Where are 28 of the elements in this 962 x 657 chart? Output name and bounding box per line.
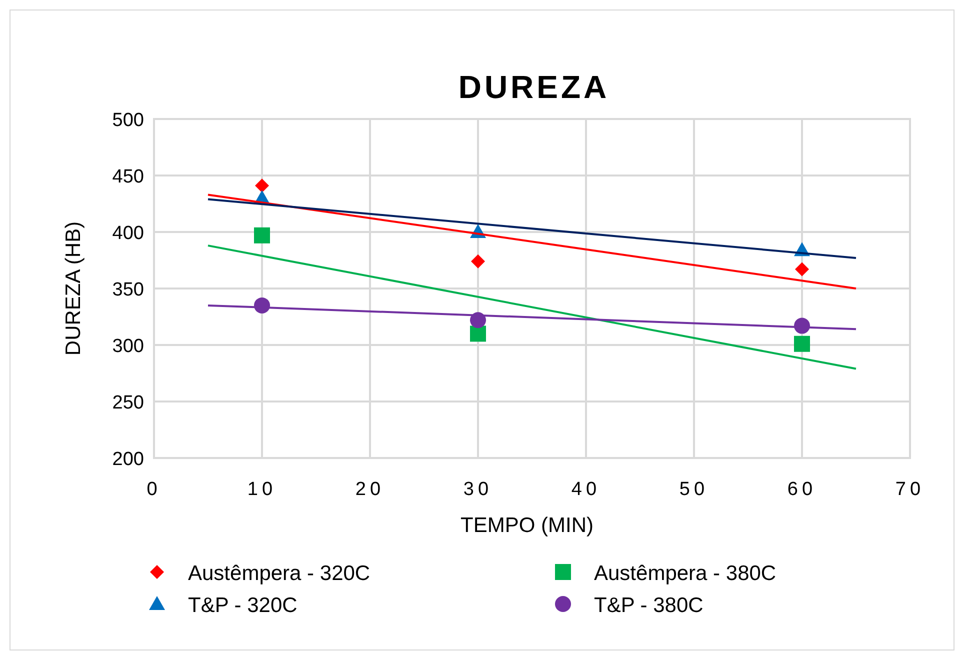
point [471, 254, 485, 268]
y-tick-label: 200 [112, 449, 144, 470]
point [794, 336, 810, 352]
legend-label: Austêmpera - 320C [188, 562, 370, 585]
y-axis-title: DUREZA (HB) [62, 221, 85, 356]
legend-label: T&P - 320C [188, 594, 298, 617]
point [795, 262, 809, 276]
y-tick-label: 300 [112, 336, 144, 357]
y-tick-label: 450 [112, 166, 144, 188]
x-tick-label: 30 [463, 479, 493, 500]
x-tick-label: 50 [679, 479, 709, 500]
chart-title: DUREZA [458, 69, 610, 105]
x-axis-title: TEMPO (MIN) [460, 514, 594, 537]
y-tick-label: 500 [112, 110, 144, 131]
x-tick-label: 70 [895, 479, 925, 500]
y-tick-label: 250 [112, 392, 144, 414]
x-tick-label: 0 [146, 479, 162, 500]
x-tick-label: 60 [787, 479, 817, 500]
y-tick-label: 400 [112, 223, 144, 244]
point [470, 326, 486, 342]
legend-label: Austêmpera - 380C [594, 562, 776, 585]
point [254, 227, 270, 244]
x-tick-label: 10 [247, 479, 277, 500]
x-tick-label: 40 [571, 479, 601, 500]
y-tick-label: 350 [112, 280, 144, 300]
point [255, 178, 269, 193]
x-tick-label: 20 [355, 479, 385, 500]
legend-label: T&P - 380C [594, 594, 704, 617]
